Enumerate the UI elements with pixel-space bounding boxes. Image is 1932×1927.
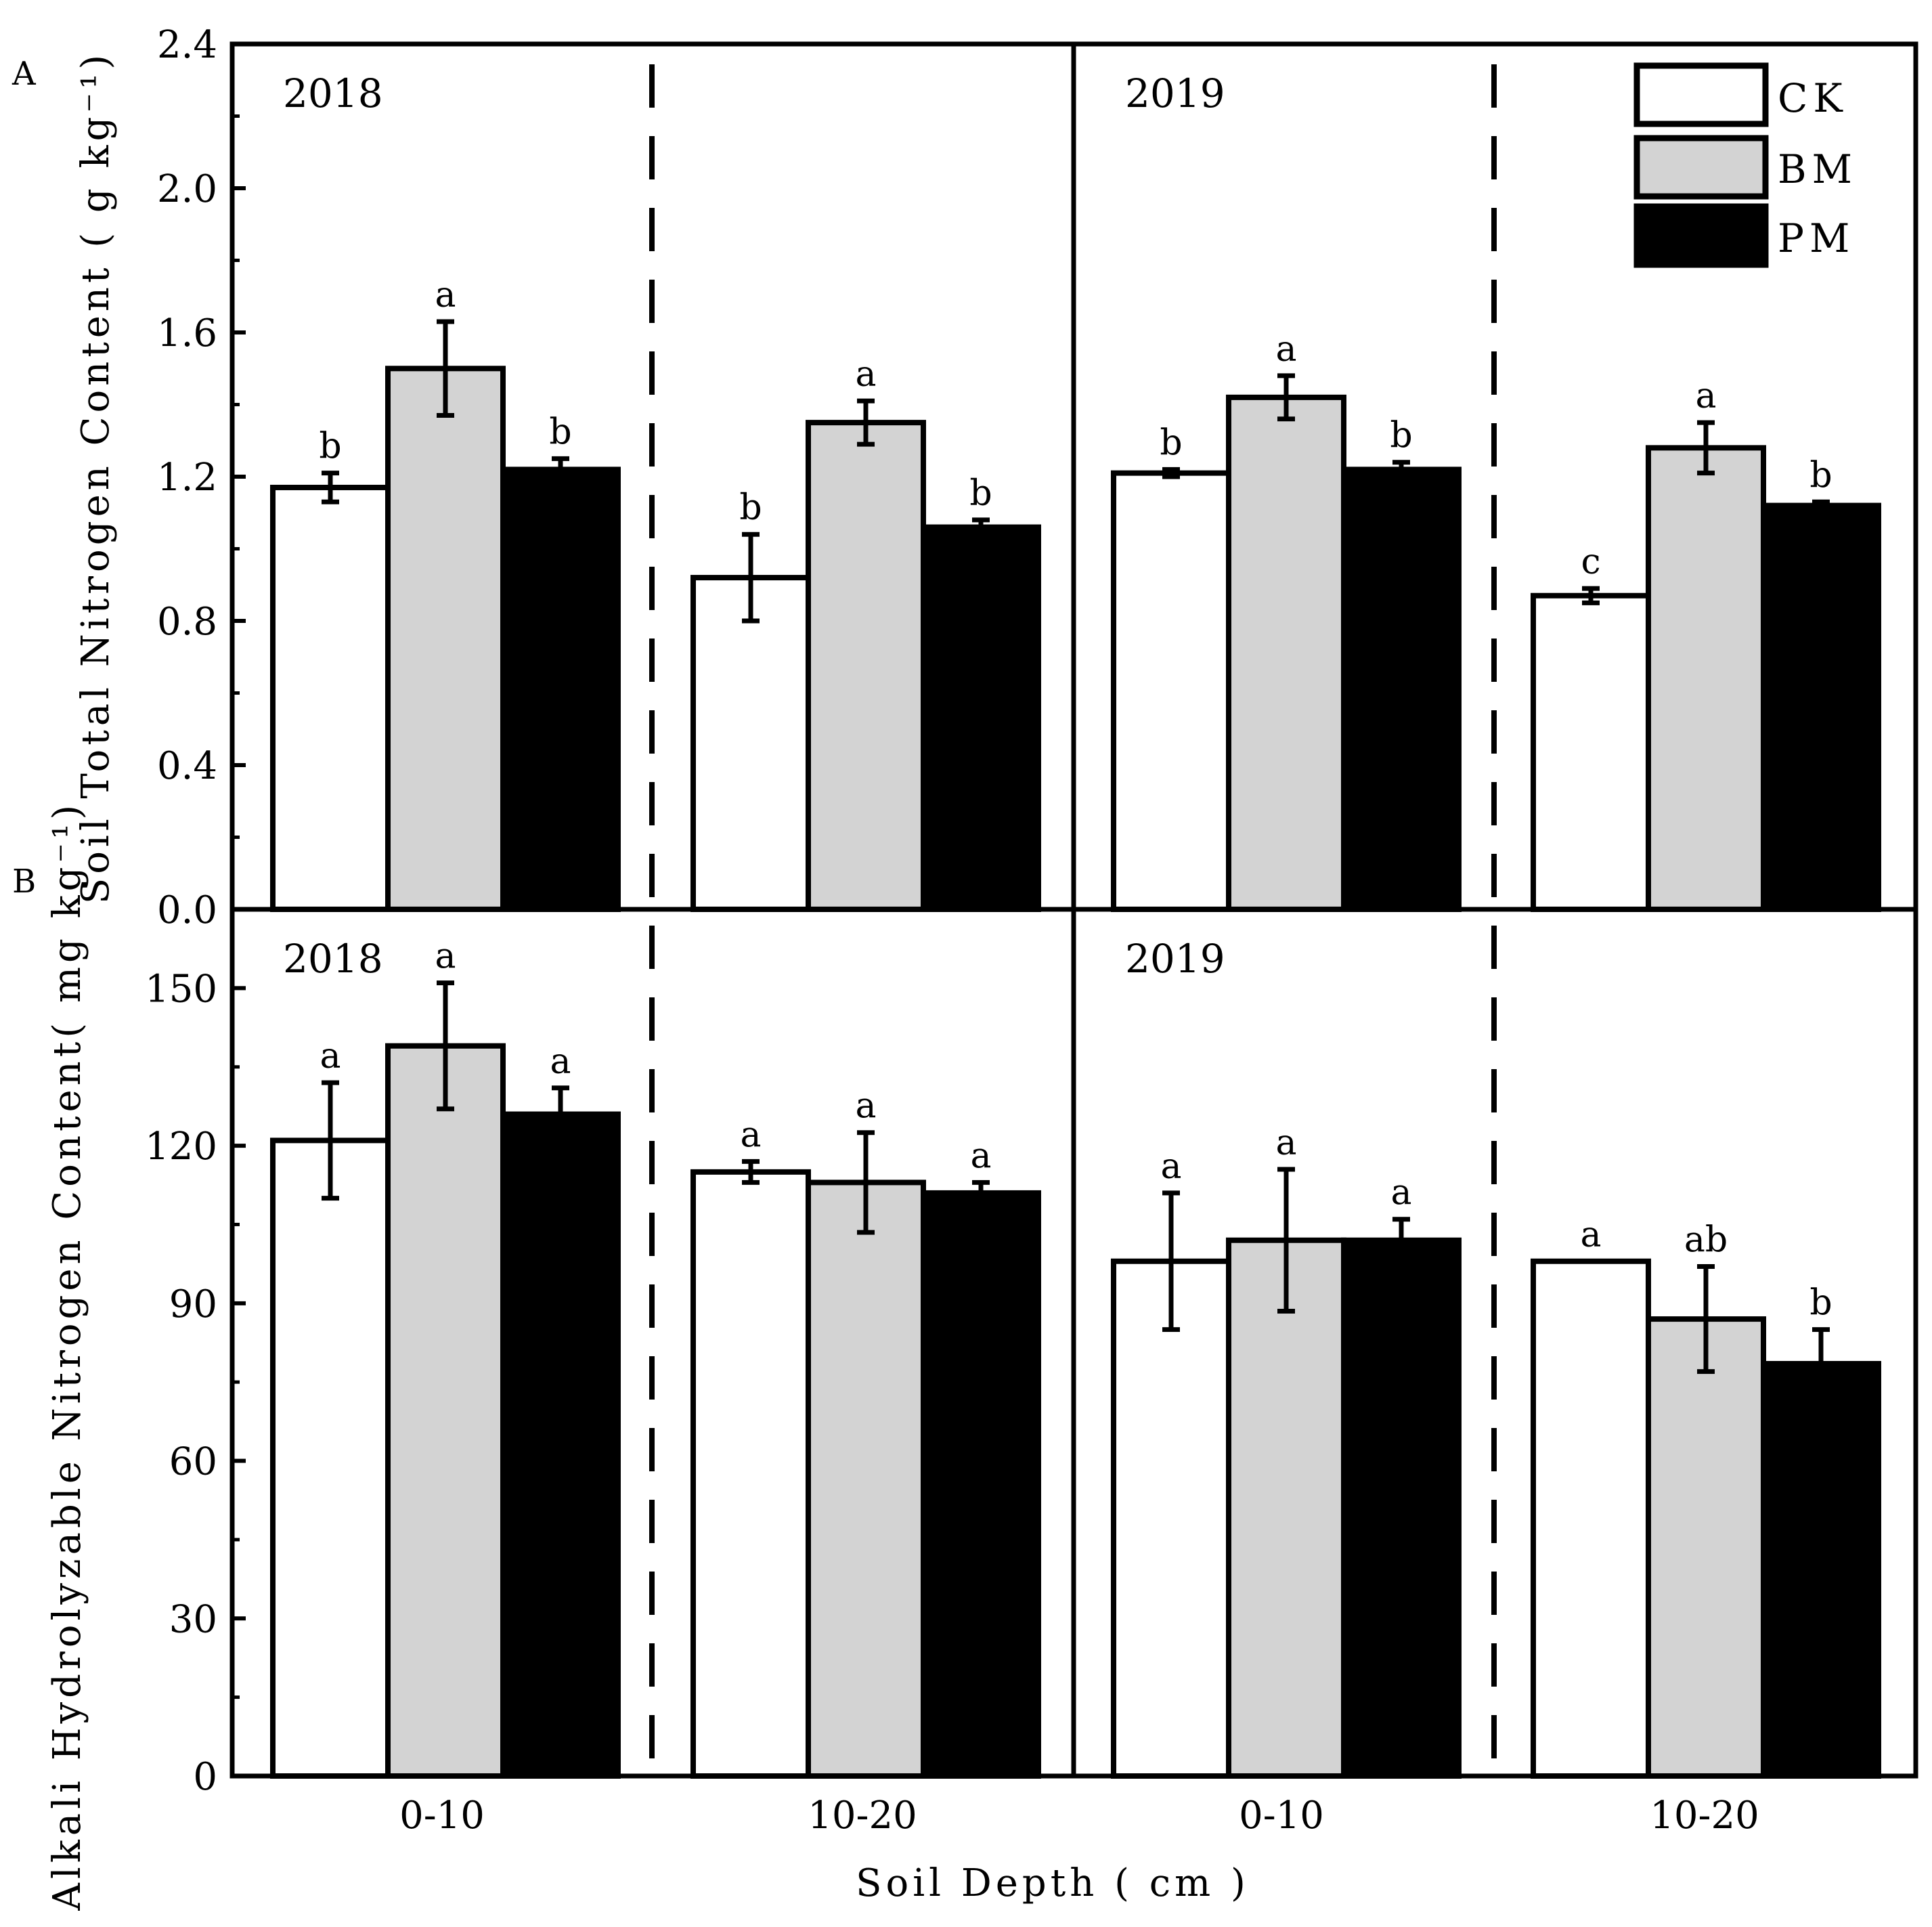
bar-b-2019-0-10-bm <box>1226 1237 1346 1779</box>
bar-a-2019-0-10-ck <box>1111 470 1231 912</box>
year-label-2018-a: 2018 <box>283 70 383 116</box>
bar-b-2018-0-10-bm <box>385 1043 506 1779</box>
y-tick-label-b-90: 90 <box>169 1282 217 1326</box>
significance-letter-b-2019-0-10-bm: a <box>1275 1123 1296 1163</box>
year-label-2019-b: 2019 <box>1125 936 1225 982</box>
bar-b-2018-0-10-pm <box>500 1111 621 1779</box>
significance-letter-b-2018-0-10-bm: a <box>435 936 456 977</box>
significance-letter-a-2019-10-20-bm: a <box>1695 376 1716 416</box>
significance-letter-b-2018-10-20-bm: a <box>855 1086 876 1127</box>
x-axis-title: Soil Depth ( cm ) <box>856 1861 1250 1905</box>
significance-letter-a-2018-0-10-pm: b <box>549 412 571 452</box>
ticks-layer: 0.0 0.4 0.8 1.2 1.6 2.0 2.4 0 30 60 90 120 150 <box>145 23 246 1799</box>
y-tick-label-a-0.8: 0.8 <box>157 600 217 644</box>
legend-label-pm: PM <box>1778 215 1855 261</box>
bar-a-2018-0-10-bm <box>385 366 506 912</box>
legend: CK BM PM <box>1633 62 1858 268</box>
bar-a-2018-0-10-ck <box>270 484 391 912</box>
y-tick-label-a-1.2: 1.2 <box>157 456 217 500</box>
y-axis-title-a: Soil Total Nitrogen Content ( g kg⁻¹) <box>74 51 118 904</box>
y-tick-label-b-60: 60 <box>169 1440 217 1484</box>
bar-b-2019-10-20-ck <box>1531 1258 1651 1779</box>
bar-a-2019-10-20-pm <box>1761 502 1881 912</box>
bar-b-2018-0-10-ck <box>270 1138 391 1779</box>
bar-b-2019-0-10-ck <box>1111 1258 1231 1779</box>
bar-b-2019-10-20-bm <box>1646 1316 1766 1779</box>
panel-label-a: A <box>12 55 37 93</box>
significance-letter-a-2018-10-20-bm: a <box>855 354 876 395</box>
bar-a-2019-10-20-ck <box>1531 592 1651 912</box>
bar-b-2018-10-20-pm <box>921 1190 1041 1779</box>
y-tick-label-a-0.4: 0.4 <box>157 744 217 788</box>
significance-letter-b-2018-0-10-ck: a <box>320 1036 341 1077</box>
bar-b-2018-10-20-bm <box>806 1179 926 1779</box>
y-axis-title-b: Soil Alkali Hydrolyzable Nitrogen Conten… <box>45 801 89 1927</box>
bar-a-2019-0-10-bm <box>1226 394 1346 912</box>
bar-a-2018-0-10-pm <box>500 467 621 912</box>
y-tick-label-b-120: 120 <box>145 1125 217 1169</box>
y-tick-label-a-0.0: 0.0 <box>157 888 217 932</box>
significance-letter-a-2019-0-10-ck: b <box>1160 423 1182 463</box>
bar-b-2018-10-20-ck <box>690 1169 811 1779</box>
legend-label-bm: BM <box>1778 146 1858 192</box>
significance-letter-a-2018-10-20-pm: b <box>969 473 992 514</box>
significance-letter-a-2019-0-10-bm: a <box>1275 329 1296 370</box>
significance-letter-a-2019-10-20-ck: c <box>1581 542 1600 582</box>
significance-letter-a-2019-0-10-pm: b <box>1390 416 1412 456</box>
legend-swatch-pm <box>1633 203 1769 268</box>
significance-letter-b-2018-10-20-ck: a <box>740 1114 761 1155</box>
year-label-2019-a: 2019 <box>1125 70 1225 116</box>
significance-letter-a-2018-10-20-ck: b <box>739 488 762 528</box>
bar-a-2018-10-20-ck <box>690 575 811 912</box>
panel-label-b: B <box>12 863 36 901</box>
significance-letter-b-2018-10-20-pm: a <box>970 1135 991 1176</box>
bar-b-2019-0-10-pm <box>1341 1237 1462 1779</box>
x-category-label-2018-0-10: 0-10 <box>399 1794 485 1838</box>
significance-letter-b-2019-10-20-ck: a <box>1580 1215 1601 1255</box>
bar-a-2019-10-20-bm <box>1646 445 1766 912</box>
x-category-label-2018-10-20: 10-20 <box>808 1794 917 1838</box>
bar-a-2019-0-10-pm <box>1341 467 1462 912</box>
x-category-label-2019-10-20: 10-20 <box>1650 1794 1759 1838</box>
significance-letter-b-2019-10-20-bm: ab <box>1684 1220 1728 1261</box>
y-tick-label-a-2.4: 2.4 <box>157 23 217 67</box>
bar-b-2019-10-20-pm <box>1761 1361 1881 1779</box>
x-category-label-2019-0-10: 0-10 <box>1239 1794 1324 1838</box>
significance-letter-b-2019-0-10-pm: a <box>1390 1173 1411 1213</box>
significance-letter-a-2018-0-10-bm: a <box>435 275 456 316</box>
significance-letter-b-2019-10-20-pm: b <box>1809 1283 1832 1324</box>
significance-letter-b-2018-0-10-pm: a <box>550 1041 571 1082</box>
legend-label-ck: CK <box>1778 75 1848 121</box>
y-tick-label-b-0: 0 <box>193 1755 217 1799</box>
y-tick-label-a-2.0: 2.0 <box>157 167 217 211</box>
legend-swatch-bm <box>1633 135 1769 200</box>
bar-a-2018-10-20-pm <box>921 524 1041 912</box>
significance-letter-b-2019-0-10-ck: a <box>1160 1146 1181 1187</box>
y-tick-label-b-30: 30 <box>169 1597 217 1641</box>
significance-letter-a-2018-0-10-ck: b <box>319 427 341 467</box>
bar-a-2018-10-20-bm <box>806 420 926 912</box>
year-label-2018-b: 2018 <box>283 936 383 982</box>
y-tick-label-a-1.6: 1.6 <box>157 311 217 355</box>
y-tick-label-b-150: 150 <box>145 967 217 1011</box>
legend-swatch-ck <box>1633 62 1769 127</box>
significance-letter-a-2019-10-20-pm: b <box>1809 455 1832 496</box>
